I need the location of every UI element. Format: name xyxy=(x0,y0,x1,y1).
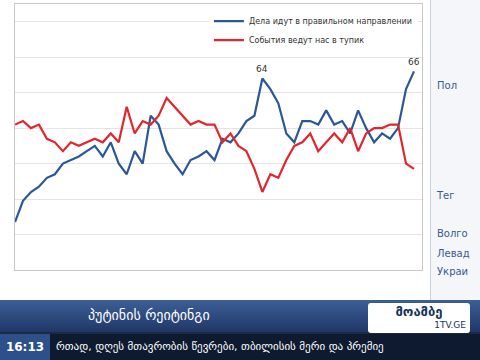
html-text:Пол: Пол xyxy=(437,80,457,91)
html-text:1TV.GE: 1TV.GE xyxy=(434,320,466,330)
svg-text:События ведут нас в тупик: События ведут нас в тупик xyxy=(249,36,364,45)
svg-text:64: 64 xyxy=(256,64,268,74)
html-text:პუტინის რეიტინგი: პუტინის რეიტინგი xyxy=(88,307,210,323)
html-text:Левад: Левад xyxy=(437,248,470,259)
html-text:რთად, დღეს მთავრობის წევრები,: რთად, დღეს მთავრობის წევრები, თბილისის მ… xyxy=(56,340,384,353)
html-text:Тег: Тег xyxy=(437,190,455,201)
html-text:მოამბე: მოამბე xyxy=(395,304,443,319)
svg-text:Дела идут в правильном направл: Дела идут в правильном направлении xyxy=(249,17,412,26)
svg-text:66: 66 xyxy=(408,57,420,67)
html-text:16:13: 16:13 xyxy=(5,340,45,354)
html-text:Украи: Украи xyxy=(437,266,469,277)
html-text:Волго: Волго xyxy=(437,228,468,239)
